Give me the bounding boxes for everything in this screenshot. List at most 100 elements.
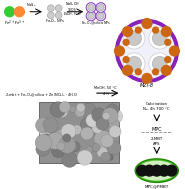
Circle shape [83,126,95,137]
Text: NaS$_2$OH: NaS$_2$OH [65,1,80,9]
Circle shape [123,57,129,63]
Ellipse shape [135,159,178,182]
Circle shape [98,13,104,19]
Circle shape [35,134,52,151]
Text: MeOH, 50 °C: MeOH, 50 °C [94,86,117,90]
Circle shape [153,27,159,33]
Circle shape [92,108,106,122]
Circle shape [137,165,147,176]
Circle shape [109,118,120,129]
Circle shape [80,127,93,140]
Circle shape [43,118,58,133]
Circle shape [50,106,56,112]
Circle shape [77,150,92,165]
Circle shape [116,20,178,82]
Circle shape [69,106,76,112]
Circle shape [135,69,141,75]
Circle shape [56,105,68,117]
Circle shape [101,135,113,147]
Text: $Fe^{2+}$: $Fe^{2+}$ [4,19,15,28]
Circle shape [61,109,67,115]
Circle shape [55,5,62,12]
Ellipse shape [138,161,176,180]
Circle shape [62,152,77,167]
Circle shape [127,31,142,46]
Circle shape [88,4,94,11]
Circle shape [50,102,66,117]
Circle shape [88,13,94,19]
Circle shape [50,103,63,115]
Circle shape [123,39,129,45]
Circle shape [41,136,47,143]
Circle shape [47,12,54,19]
Circle shape [123,53,145,74]
Text: 4 h: 4 h [103,92,109,96]
Circle shape [103,112,110,120]
Circle shape [96,117,109,130]
Circle shape [135,27,141,33]
Circle shape [107,154,113,160]
Text: Fe$_3$O$_4$@silica NPs: Fe$_3$O$_4$@silica NPs [81,20,111,27]
Circle shape [149,27,171,49]
Text: NaS$_2$: NaS$_2$ [26,2,36,9]
Circle shape [63,134,71,142]
Circle shape [152,31,167,46]
Circle shape [165,39,171,45]
Circle shape [70,141,80,152]
Circle shape [57,142,65,150]
Circle shape [169,46,179,56]
Circle shape [102,108,118,124]
Circle shape [166,165,177,176]
Circle shape [39,126,50,137]
Circle shape [152,56,167,71]
Circle shape [101,152,111,162]
Circle shape [41,123,49,131]
Text: EtOH, H$_2$O: EtOH, H$_2$O [63,11,82,18]
Circle shape [80,118,94,132]
Circle shape [115,46,124,56]
Text: Calcination
N₂, 4h 700 °C: Calcination N₂, 4h 700 °C [143,102,170,111]
Circle shape [102,118,114,131]
Circle shape [123,65,132,75]
Circle shape [59,136,76,153]
Circle shape [97,147,108,158]
Circle shape [72,125,82,135]
Text: MPC@PMBT: MPC@PMBT [144,184,169,188]
Circle shape [14,7,24,17]
Circle shape [81,103,96,118]
Circle shape [120,23,174,78]
Circle shape [106,104,119,116]
Circle shape [51,145,65,158]
Circle shape [98,4,104,11]
Circle shape [86,146,93,153]
Circle shape [96,3,106,12]
Circle shape [97,129,106,139]
Circle shape [59,101,70,113]
Circle shape [86,3,96,12]
Circle shape [151,165,162,176]
Circle shape [96,11,106,21]
Circle shape [36,118,51,133]
Circle shape [92,143,100,152]
Circle shape [165,57,171,63]
Circle shape [142,19,152,28]
Circle shape [159,165,169,176]
Circle shape [55,129,67,141]
Circle shape [107,141,121,155]
Circle shape [94,130,112,148]
Circle shape [86,11,96,21]
Text: MZI-8: MZI-8 [140,83,154,88]
Circle shape [162,27,171,36]
Circle shape [162,65,171,75]
Circle shape [47,132,64,149]
Circle shape [61,124,76,139]
Text: TEOS: TEOS [68,8,77,12]
Circle shape [92,122,103,133]
Circle shape [110,110,123,123]
Circle shape [5,7,14,17]
Circle shape [42,134,51,143]
FancyBboxPatch shape [39,102,120,163]
Circle shape [103,120,111,127]
Circle shape [55,12,62,19]
Circle shape [142,74,152,83]
